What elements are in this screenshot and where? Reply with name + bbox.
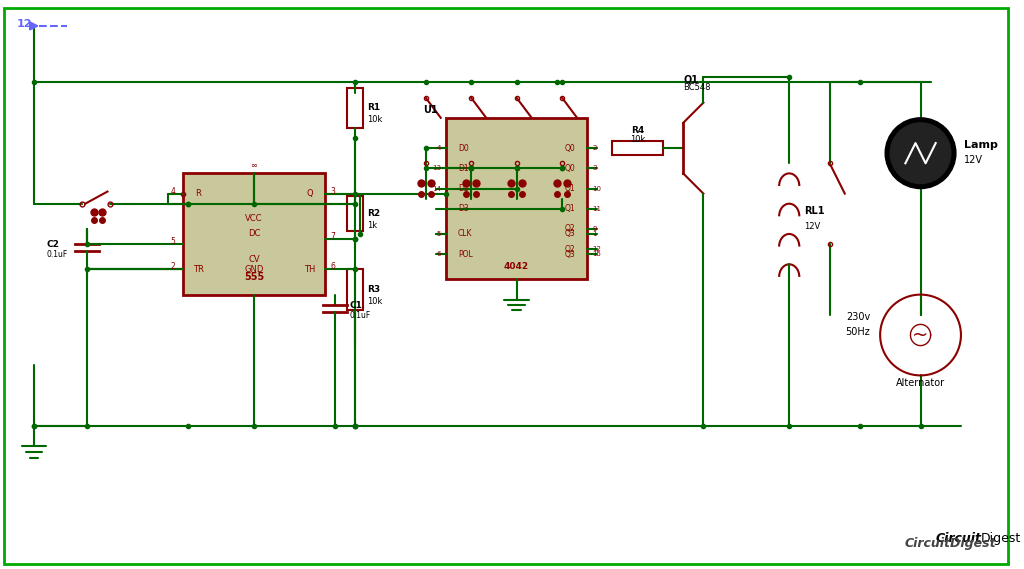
Text: 6: 6 bbox=[331, 262, 335, 271]
Text: 1: 1 bbox=[592, 231, 597, 237]
FancyBboxPatch shape bbox=[445, 118, 587, 279]
FancyBboxPatch shape bbox=[183, 174, 325, 295]
Text: 6: 6 bbox=[436, 251, 440, 257]
Text: 9: 9 bbox=[592, 226, 597, 232]
Text: 10: 10 bbox=[592, 185, 601, 192]
Polygon shape bbox=[30, 22, 38, 30]
Text: 4: 4 bbox=[436, 145, 440, 151]
FancyBboxPatch shape bbox=[612, 141, 663, 155]
Text: D2: D2 bbox=[458, 184, 469, 193]
Text: Alternator: Alternator bbox=[896, 377, 945, 387]
FancyBboxPatch shape bbox=[347, 269, 362, 310]
Text: CV: CV bbox=[248, 255, 260, 264]
Text: BC548: BC548 bbox=[683, 83, 711, 92]
Text: Q0: Q0 bbox=[564, 143, 575, 152]
Text: 0.1uF: 0.1uF bbox=[350, 311, 371, 320]
Circle shape bbox=[890, 123, 951, 183]
Text: Q1: Q1 bbox=[683, 75, 698, 84]
Text: R2: R2 bbox=[367, 209, 380, 218]
Text: 555: 555 bbox=[244, 273, 264, 282]
Text: POL: POL bbox=[458, 250, 473, 259]
Text: 14: 14 bbox=[432, 185, 440, 192]
Text: C1: C1 bbox=[350, 301, 362, 310]
Text: Q1: Q1 bbox=[564, 184, 575, 193]
Text: 5: 5 bbox=[436, 231, 440, 237]
Text: Q1: Q1 bbox=[564, 204, 575, 213]
Text: D0: D0 bbox=[458, 143, 469, 152]
Text: 12V: 12V bbox=[964, 155, 983, 165]
Text: 15: 15 bbox=[592, 251, 601, 257]
Text: TR: TR bbox=[193, 265, 204, 274]
Text: 13: 13 bbox=[432, 166, 440, 171]
Text: 12V: 12V bbox=[805, 222, 820, 231]
Text: 4042: 4042 bbox=[504, 262, 529, 271]
Text: 11: 11 bbox=[592, 206, 601, 212]
Text: Q3: Q3 bbox=[564, 229, 575, 238]
Text: C2: C2 bbox=[47, 240, 59, 249]
Text: CircuitDigest: CircuitDigest bbox=[905, 537, 996, 550]
Text: R4: R4 bbox=[631, 126, 644, 135]
Text: R3: R3 bbox=[367, 285, 380, 294]
Text: DC: DC bbox=[248, 229, 260, 238]
Text: 3: 3 bbox=[592, 166, 597, 171]
Text: Circuit: Circuit bbox=[935, 532, 981, 545]
Text: R: R bbox=[196, 189, 202, 198]
Text: 10k: 10k bbox=[630, 135, 645, 144]
Text: 7: 7 bbox=[331, 232, 335, 241]
FancyBboxPatch shape bbox=[347, 88, 362, 128]
Text: 230v: 230v bbox=[846, 312, 870, 322]
Text: ∞: ∞ bbox=[251, 162, 257, 170]
Text: 12: 12 bbox=[16, 19, 32, 29]
Text: 1k: 1k bbox=[367, 221, 377, 230]
FancyBboxPatch shape bbox=[347, 196, 362, 231]
Text: Q2: Q2 bbox=[564, 224, 575, 233]
Text: 10k: 10k bbox=[367, 116, 382, 125]
Text: 10k: 10k bbox=[367, 297, 382, 306]
Text: 12: 12 bbox=[592, 246, 601, 252]
Text: 0.1uF: 0.1uF bbox=[47, 250, 68, 259]
Text: D3: D3 bbox=[458, 204, 469, 213]
Text: 2: 2 bbox=[171, 262, 175, 271]
Text: D1: D1 bbox=[458, 164, 469, 173]
Text: Lamp: Lamp bbox=[964, 140, 997, 150]
Text: Q: Q bbox=[306, 189, 312, 198]
Text: 50Hz: 50Hz bbox=[845, 327, 870, 337]
Text: 2: 2 bbox=[592, 145, 597, 151]
Text: TH: TH bbox=[304, 265, 315, 274]
Text: ~: ~ bbox=[912, 325, 929, 344]
Text: Q3: Q3 bbox=[564, 250, 575, 259]
Text: VCC: VCC bbox=[245, 215, 262, 224]
Text: U1: U1 bbox=[423, 105, 438, 115]
Text: 3: 3 bbox=[331, 187, 335, 196]
Circle shape bbox=[885, 118, 955, 188]
Text: 5: 5 bbox=[171, 237, 175, 246]
Text: RL1: RL1 bbox=[805, 206, 825, 216]
Text: GND: GND bbox=[244, 265, 263, 274]
Text: 4: 4 bbox=[171, 187, 175, 196]
Text: Q2: Q2 bbox=[564, 245, 575, 254]
Text: R1: R1 bbox=[367, 103, 380, 112]
Text: Digest: Digest bbox=[981, 532, 1021, 545]
Text: CLK: CLK bbox=[458, 229, 472, 238]
Text: Q0: Q0 bbox=[564, 164, 575, 173]
